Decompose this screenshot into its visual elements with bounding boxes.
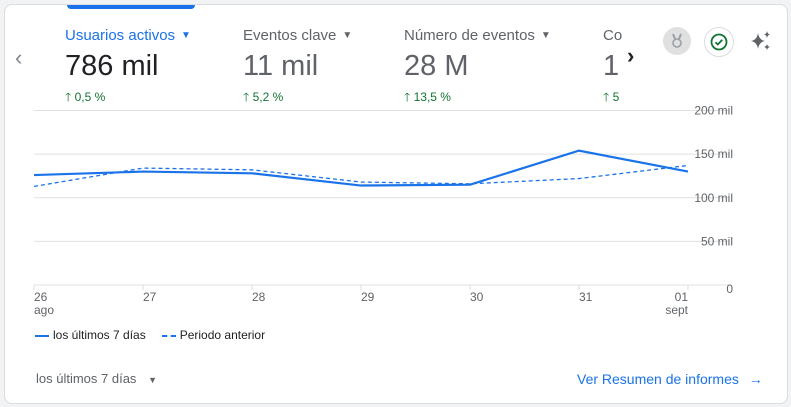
sparkle-icon[interactable] (747, 27, 775, 55)
legend-item-current: los últimos 7 días (35, 328, 146, 342)
x-tick-label: 27 (143, 290, 157, 304)
date-range-label: los últimos 7 días (36, 371, 137, 386)
metric-eventos-clave[interactable]: Eventos clave ▼ 11 mil 🡑 5,2 % (243, 27, 352, 109)
metric-label: Eventos clave (243, 27, 337, 44)
arrow-up-icon: 🡑 (65, 90, 72, 104)
view-reports-label: Ver Resumen de informes (577, 371, 739, 387)
metric-value: 786 mil (65, 50, 159, 82)
date-range-dropdown[interactable]: los últimos 7 días ▼ (36, 371, 157, 386)
caret-down-icon: ▼ (540, 30, 551, 41)
x-tick-label: 31 (579, 290, 593, 304)
summary-card: ‹ Usuarios activos ▼ 786 mil 🡑 0,5 % Even… (4, 4, 788, 404)
x-tick-sublabel: sept (665, 303, 688, 317)
arrow-right-icon: → (748, 371, 763, 387)
metric-partial-clip: Co 1 🡑 5 (603, 5, 623, 115)
metric-value: 11 mil (243, 50, 319, 82)
y-tick-label: 200 mil (694, 105, 733, 118)
metric-numero-eventos[interactable]: Número de eventos ▼ 28 M 🡑 13,5 % (404, 27, 551, 109)
x-tick-label: 28 (252, 290, 266, 304)
metric-value: 28 M (404, 50, 469, 82)
x-tick-label: 30 (470, 290, 484, 304)
chart-legend: los últimos 7 días Periodo anterior (35, 328, 265, 342)
caret-down-icon: ▼ (181, 30, 191, 41)
caret-down-icon: ▼ (148, 375, 157, 385)
y-tick-label: 100 mil (694, 191, 733, 205)
caret-down-icon: ▼ (342, 30, 353, 41)
medal-icon[interactable] (663, 27, 691, 55)
x-tick-label: 01 (675, 290, 689, 304)
arrow-up-icon: 🡑 (603, 90, 610, 104)
metric-partial[interactable]: Co 1 🡑 5 (603, 27, 622, 109)
metric-value: 1 (603, 50, 620, 82)
arrow-up-icon: 🡑 (243, 90, 250, 104)
metric-change: 5,2 % (252, 90, 284, 104)
chevron-right-icon[interactable]: › (627, 43, 635, 68)
y-tick-label: 0 (726, 282, 733, 296)
metric-change: 13,5 % (413, 90, 451, 104)
series-line-current (33, 149, 689, 187)
metric-label: Número de eventos (404, 27, 535, 44)
y-tick-label: 50 mil (701, 234, 733, 248)
metric-change: 0,5 % (74, 90, 106, 104)
x-tick-sublabel: ago (34, 303, 54, 317)
check-circle-icon[interactable] (704, 27, 734, 57)
x-tick-label: 29 (361, 290, 375, 304)
legend-item-previous: Periodo anterior (161, 328, 265, 342)
metric-label: Usuarios activos (65, 27, 176, 44)
metric-change: 5 (612, 90, 620, 104)
metric-usuarios-activos[interactable]: Usuarios activos ▼ 786 mil 🡑 0,5 % (65, 27, 191, 109)
metric-label: Co (603, 27, 623, 44)
y-tick-label: 150 mil (694, 147, 733, 161)
arrow-up-icon: 🡑 (404, 90, 411, 104)
active-tab-indicator (67, 5, 195, 9)
view-reports-link[interactable]: Ver Resumen de informes → (577, 371, 763, 387)
x-tick-label: 26 (34, 290, 48, 304)
series-line-previous (33, 164, 689, 188)
chevron-left-icon[interactable]: ‹ (15, 45, 23, 70)
